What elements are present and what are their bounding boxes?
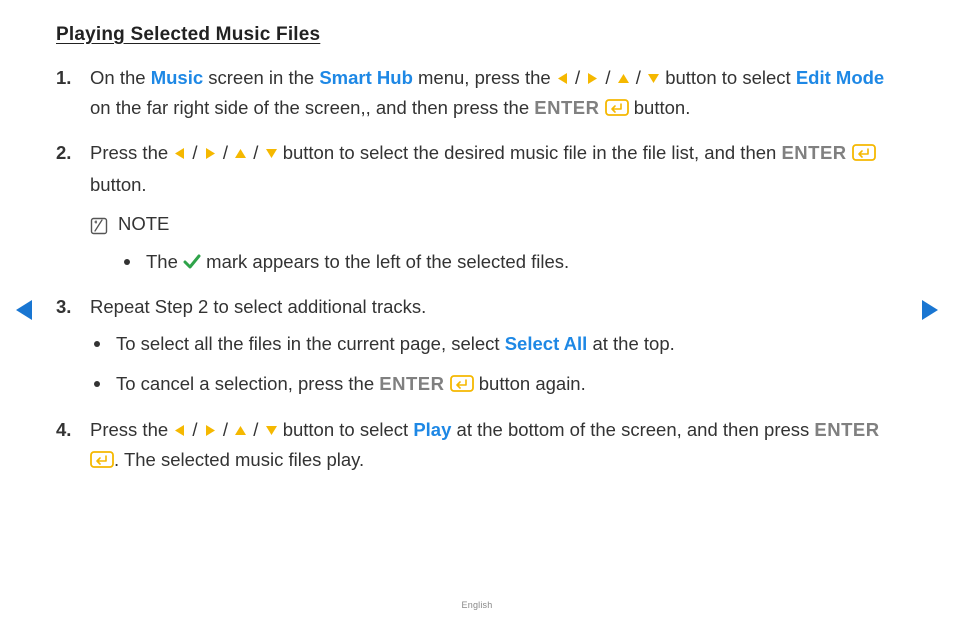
step-2: Press the / / / button to select the des… <box>56 139 898 279</box>
text: button to select the desired music file … <box>283 142 782 163</box>
link-play: Play <box>413 419 451 440</box>
text: The <box>146 251 183 272</box>
manual-page: Playing Selected Music Files On the Musi… <box>0 0 954 499</box>
enter-icon <box>90 449 114 478</box>
slash: / <box>247 419 264 440</box>
arrow-up-icon <box>234 140 247 169</box>
text: To cancel a selection, press the <box>116 373 379 394</box>
slash: / <box>569 67 586 88</box>
arrow-up-icon <box>234 417 247 446</box>
check-icon <box>183 250 201 279</box>
enter-icon <box>450 373 474 402</box>
link-music: Music <box>151 67 203 88</box>
arrow-left-icon <box>173 417 186 446</box>
step-1: On the Music screen in the Smart Hub men… <box>56 64 898 125</box>
note-bullets: The mark appears to the left of the sele… <box>90 248 898 279</box>
link-smart-hub: Smart Hub <box>319 67 413 88</box>
arrow-right-icon <box>204 140 217 169</box>
arrow-down-icon <box>265 417 278 446</box>
arrow-down-icon <box>647 65 660 94</box>
enter-label: ENTER <box>379 373 444 394</box>
enter-icon <box>852 142 876 171</box>
step-3: Repeat Step 2 to select additional track… <box>56 293 898 402</box>
steps-list: On the Music screen in the Smart Hub men… <box>56 64 898 477</box>
text: mark appears to the left of the selected… <box>206 251 569 272</box>
text: To select all the files in the current p… <box>116 333 505 354</box>
arrow-left-icon <box>556 65 569 94</box>
text: On the <box>90 67 151 88</box>
text: button. <box>634 97 691 118</box>
step3-bullets: To select all the files in the current p… <box>90 330 898 402</box>
note-icon <box>90 215 108 233</box>
link-edit-mode: Edit Mode <box>796 67 884 88</box>
enter-label: ENTER <box>814 419 879 440</box>
slash: / <box>186 419 203 440</box>
note-label: NOTE <box>118 210 169 239</box>
text: button to select <box>283 419 414 440</box>
text: Repeat Step 2 to select additional track… <box>90 296 426 317</box>
text: button again. <box>479 373 586 394</box>
text: menu, press the <box>413 67 556 88</box>
text: Press the <box>90 142 173 163</box>
slash: / <box>217 142 234 163</box>
text: at the top. <box>587 333 674 354</box>
arrow-left-icon <box>173 140 186 169</box>
bullet-item: The mark appears to the left of the sele… <box>124 248 898 279</box>
bullet-item: To cancel a selection, press the ENTER b… <box>94 370 898 402</box>
arrow-up-icon <box>617 65 630 94</box>
enter-label: ENTER <box>534 97 599 118</box>
section-heading: Playing Selected Music Files <box>56 24 898 46</box>
text: on the far right side of the screen,, an… <box>90 97 534 118</box>
arrow-down-icon <box>265 140 278 169</box>
text: button. <box>90 174 147 195</box>
text: button to select <box>665 67 796 88</box>
text: screen in the <box>203 67 319 88</box>
slash: / <box>247 142 264 163</box>
enter-icon <box>605 97 629 126</box>
next-page-button[interactable] <box>920 298 940 327</box>
slash: / <box>599 67 616 88</box>
text: Press the <box>90 419 173 440</box>
enter-label: ENTER <box>781 142 846 163</box>
slash: / <box>630 67 647 88</box>
slash: / <box>186 142 203 163</box>
step-4: Press the / / / button to select Play at… <box>56 416 898 477</box>
text: . The selected music files play. <box>114 449 364 470</box>
bullet-item: To select all the files in the current p… <box>94 330 898 359</box>
prev-page-button[interactable] <box>14 298 34 327</box>
footer-language: English <box>0 600 954 610</box>
note-row: NOTE <box>90 210 898 239</box>
slash: / <box>217 419 234 440</box>
text: at the bottom of the screen, and then pr… <box>451 419 814 440</box>
link-select-all: Select All <box>505 333 588 354</box>
arrow-right-icon <box>204 417 217 446</box>
arrow-right-icon <box>586 65 599 94</box>
